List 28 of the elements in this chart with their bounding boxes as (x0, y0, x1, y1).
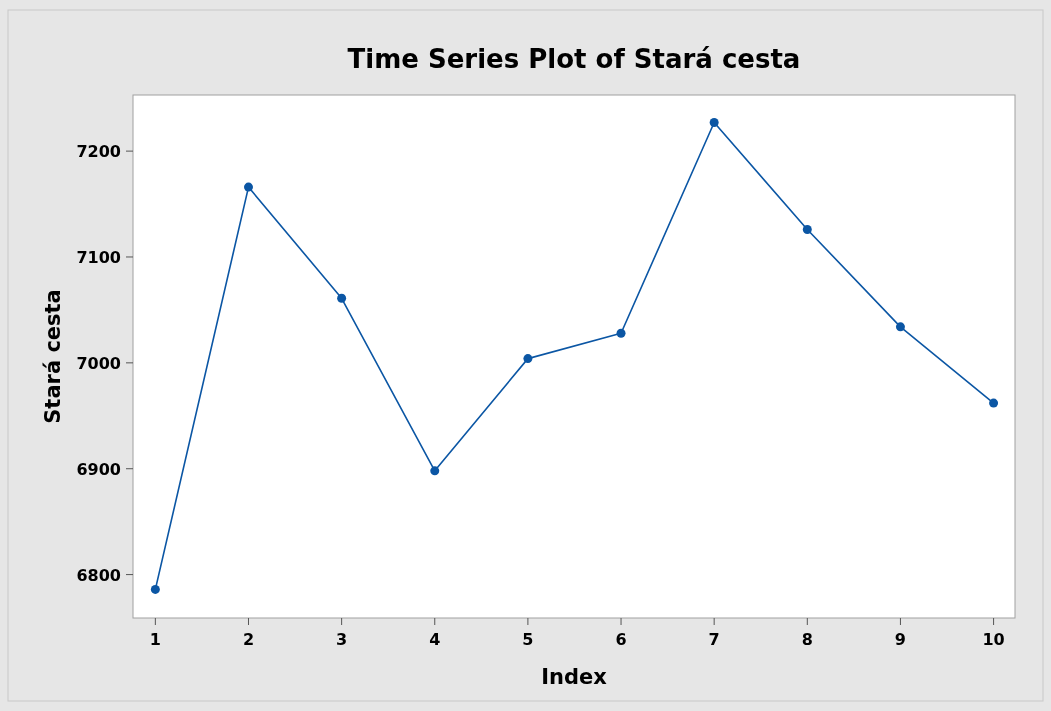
point (616, 328, 626, 338)
point (709, 118, 719, 128)
chart-title: Time Series Plot of Stará cesta (347, 44, 801, 74)
point (523, 354, 533, 364)
point (243, 182, 253, 192)
x-tick-label: 2 (242, 630, 255, 649)
x-tick-label: 5 (522, 630, 534, 649)
x-tick-label: 6 (615, 630, 627, 649)
x-tick-label: 8 (801, 630, 813, 649)
point (989, 398, 999, 408)
point (337, 293, 347, 303)
point (430, 466, 440, 476)
y-tick-label: 7000 (76, 353, 121, 373)
x-tick-label: 3 (336, 630, 348, 649)
y-axis-title: Stará cesta (41, 289, 65, 424)
x-tick-label: 9 (894, 630, 907, 649)
point (895, 322, 905, 332)
x-axis-title: Index (541, 665, 608, 689)
point (150, 584, 160, 594)
y-tick-label: 6800 (76, 565, 121, 585)
x-tick-label: 7 (708, 630, 720, 649)
x-tick-label: 1 (149, 630, 161, 649)
x-tick-label: 10 (982, 630, 1005, 649)
y-tick-label: 6900 (76, 459, 121, 479)
y-tick-label: 7200 (76, 142, 121, 162)
y-tick-label: 7100 (76, 247, 121, 267)
point (802, 224, 812, 234)
x-tick-label: 4 (429, 630, 441, 649)
